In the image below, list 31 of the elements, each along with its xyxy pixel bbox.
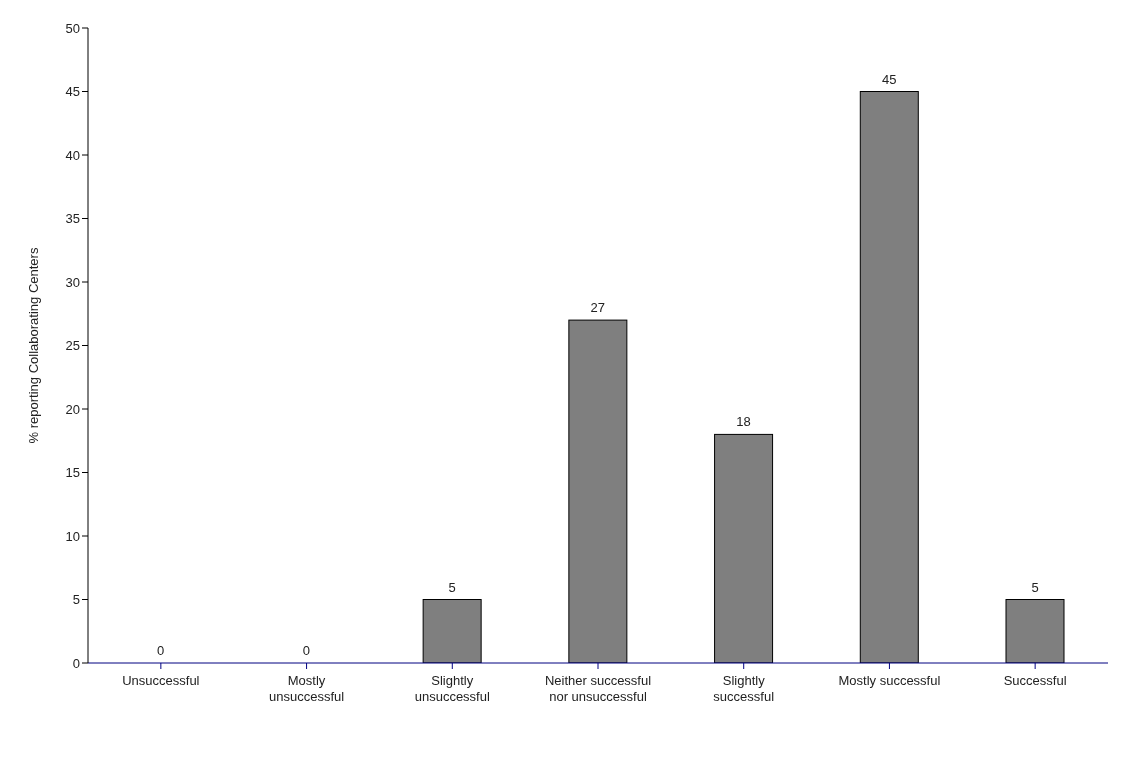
y-tick-label: 25	[65, 338, 80, 354]
y-axis-title: % reporting Collaborating Centers	[25, 247, 41, 444]
data-label: 0	[157, 643, 165, 658]
bar	[714, 433, 774, 663]
bar	[1005, 599, 1065, 663]
data-label: 0	[302, 643, 311, 658]
y-tick-label: 15	[65, 465, 80, 481]
x-tick-label: Mostly successful	[838, 673, 941, 688]
data-label: 5	[1031, 579, 1039, 595]
bar	[568, 319, 628, 663]
y-tick-label: 35	[65, 211, 80, 227]
y-tick-label: 40	[65, 147, 80, 163]
x-tick-label: Mostly unsuccessful	[268, 673, 345, 704]
bar	[859, 91, 919, 663]
x-tick-label: Neither successful nor unsuccessful	[544, 673, 652, 704]
y-tick-label: 30	[65, 274, 80, 290]
y-tick-label: 45	[65, 84, 80, 100]
x-tick-label: Slightly successful	[713, 673, 775, 704]
y-tick-label: 10	[65, 528, 80, 544]
x-tick-label: Unsuccessful	[122, 673, 200, 688]
y-tick-label: 50	[65, 20, 80, 36]
data-label: 18	[736, 414, 751, 430]
x-tick-label: Slightly unsuccessful	[414, 673, 490, 704]
data-label: 45	[882, 71, 897, 87]
bar	[422, 599, 482, 663]
data-label: 27	[590, 300, 606, 316]
data-label: 5	[448, 579, 456, 595]
y-tick-label: 20	[65, 401, 80, 417]
y-tick-label: 5	[72, 592, 80, 608]
x-tick-label: Successful	[1003, 673, 1067, 688]
y-tick-label: 0	[72, 655, 80, 671]
